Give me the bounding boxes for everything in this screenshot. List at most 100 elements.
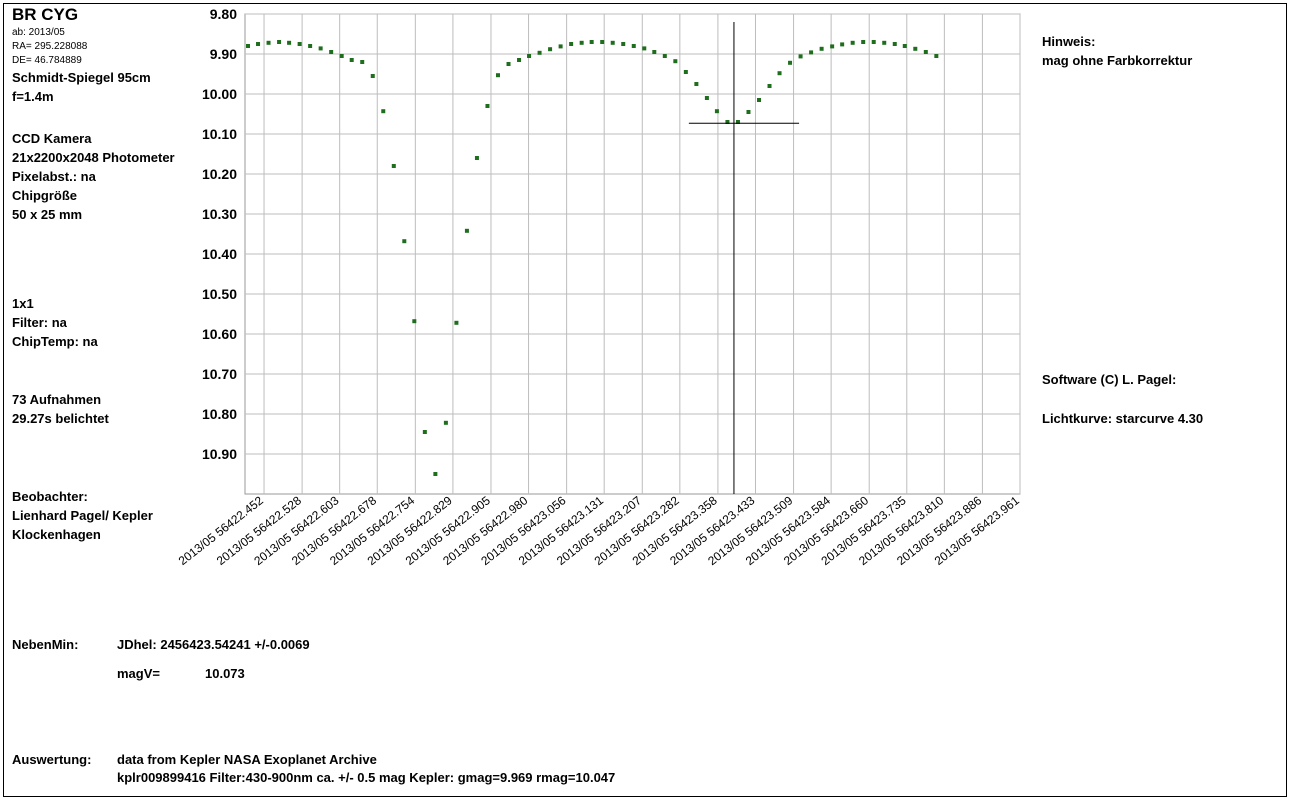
analysis-detail: kplr009899416 Filter:430-900nm ca. +/- 0… — [117, 770, 616, 785]
data-point — [892, 42, 897, 46]
data-point — [850, 40, 855, 45]
data-point — [589, 40, 594, 44]
data-points — [246, 40, 939, 476]
data-point — [381, 109, 386, 114]
y-tick-label: 10.10 — [202, 126, 237, 142]
data-point — [662, 54, 667, 58]
exposure-count: 73 Aufnahmen — [12, 392, 102, 407]
lightcurve-version: Lichtkurve: starcurve 4.30 — [1042, 411, 1204, 426]
data-point — [714, 109, 719, 114]
data-point — [569, 42, 574, 46]
data-point — [767, 84, 772, 88]
binning: 1x1 — [12, 296, 34, 311]
data-point — [266, 40, 271, 45]
data-point — [308, 44, 313, 48]
y-tick-label: 10.00 — [202, 86, 237, 102]
object-name: BR CYG — [12, 5, 79, 24]
magv-label: magV= — [117, 666, 160, 681]
observer-name: Lienhard Pagel/ Kepler — [12, 508, 153, 523]
y-tick-label: 9.80 — [210, 6, 237, 22]
chart-grid — [244, 13, 1021, 495]
data-point — [246, 44, 251, 48]
data-point — [934, 54, 939, 58]
filter: Filter: na — [12, 315, 67, 330]
data-point — [861, 40, 866, 44]
observation-date: ab: 2013/05 — [12, 27, 65, 38]
data-point — [694, 82, 699, 86]
data-point — [746, 110, 751, 114]
data-point — [422, 430, 427, 434]
data-point — [830, 44, 835, 49]
data-point — [349, 58, 354, 62]
right-ascension: RA= 295.228088 — [12, 41, 88, 52]
magv-value: 10.073 — [205, 666, 245, 681]
data-point — [433, 472, 438, 476]
chip-size-label: Chipgröße — [12, 188, 77, 203]
data-point — [506, 62, 511, 66]
data-point — [391, 164, 396, 168]
data-point — [485, 104, 490, 108]
y-tick-label: 9.90 — [210, 46, 237, 62]
data-point — [652, 50, 657, 54]
secondary-minimum-label: NebenMin: — [12, 637, 79, 652]
data-point — [474, 156, 479, 160]
y-tick-label: 10.20 — [202, 166, 237, 182]
y-tick-label: 10.80 — [202, 406, 237, 422]
data-point — [464, 228, 469, 233]
report-frame — [3, 3, 1287, 797]
note-label: Hinweis: — [1042, 34, 1096, 49]
observer-location: Klockenhagen — [12, 527, 101, 542]
data-point — [840, 42, 845, 47]
data-point — [287, 40, 292, 45]
software-credit: Software (C) L. Pagel: — [1042, 372, 1177, 387]
camera-type: CCD Kamera — [12, 131, 92, 146]
exposure-time: 29.27s belichtet — [12, 411, 109, 426]
data-point — [454, 320, 459, 325]
data-point — [725, 120, 730, 124]
telescope: Schmidt-Spiegel 95cm — [12, 70, 151, 85]
data-point — [517, 58, 522, 62]
data-point — [704, 96, 709, 100]
data-point — [902, 44, 907, 48]
data-point — [579, 40, 584, 45]
observer-label: Beobachter: — [12, 489, 88, 504]
data-point — [819, 46, 824, 51]
data-point — [735, 120, 740, 124]
jd-helio: JDhel: 2456423.54241 +/-0.0069 — [117, 637, 310, 652]
camera-detail: 21x2200x2048 Photometer — [12, 150, 175, 165]
data-point — [673, 59, 678, 64]
data-point — [402, 239, 407, 244]
data-point — [329, 50, 334, 54]
chip-size: 50 x 25 mm — [12, 207, 83, 222]
minimum-marker — [688, 22, 800, 494]
data-point — [809, 50, 814, 55]
data-point — [297, 42, 302, 46]
data-point — [631, 44, 636, 48]
data-point — [318, 46, 323, 51]
y-tick-label: 10.60 — [202, 326, 237, 342]
pixel-spacing: Pixelabst.: na — [12, 169, 96, 184]
y-tick-label: 10.90 — [202, 446, 237, 462]
data-point — [256, 42, 261, 46]
data-point — [923, 50, 928, 54]
data-point — [558, 44, 563, 49]
data-point — [537, 50, 542, 55]
data-point — [871, 40, 876, 44]
note-text: mag ohne Farbkorrektur — [1042, 53, 1193, 68]
data-point — [777, 71, 782, 76]
focal-length: f=1.4m — [12, 89, 54, 104]
y-tick-label: 10.50 — [202, 286, 237, 302]
data-point — [277, 40, 282, 44]
data-point — [339, 54, 344, 58]
data-point — [548, 47, 553, 52]
y-axis-ticks: 9.80 9.90 10.00 10.10 10.20 10.30 10.40 10.50 10… — [202, 6, 237, 462]
data-point — [610, 40, 615, 45]
data-point — [683, 70, 688, 74]
data-point — [600, 40, 605, 44]
y-tick-label: 10.30 — [202, 206, 237, 222]
data-point — [913, 46, 918, 51]
data-point — [756, 98, 761, 102]
y-tick-label: 10.70 — [202, 366, 237, 382]
